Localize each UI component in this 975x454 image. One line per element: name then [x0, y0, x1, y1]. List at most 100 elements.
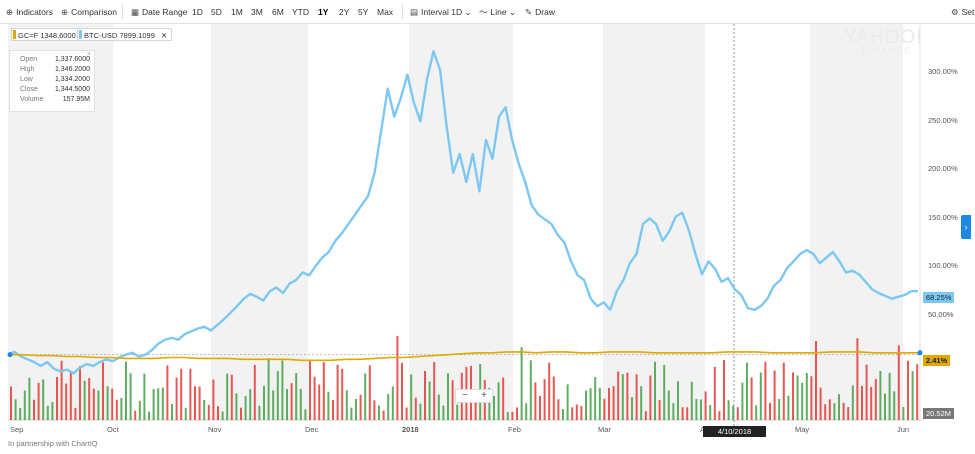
volume-bar [704, 391, 707, 420]
volume-bar [888, 372, 891, 420]
gold-gcf-series-line [8, 351, 918, 362]
volume-bar [382, 410, 385, 420]
volume-bar [226, 373, 229, 420]
ohlc-row-high: High 1,346.2000 [20, 66, 90, 73]
volume-bar [589, 388, 592, 420]
volume-bar [612, 386, 615, 420]
volume-bar [345, 390, 348, 420]
ohlc-row-open: Open 1,337.6000 [20, 56, 90, 63]
indicators-button[interactable]: ⊕ Indicators [6, 7, 53, 17]
volume-bar [833, 403, 836, 420]
x-tick-label: Nov [208, 425, 222, 434]
range-max-button[interactable]: Max [377, 7, 394, 17]
volume-bar [667, 390, 670, 420]
volume-bar [778, 399, 781, 420]
series-color-swatch [13, 30, 16, 39]
draw-button[interactable]: ✎ Draw [525, 7, 555, 17]
volume-bar [60, 360, 63, 420]
range-1d-button[interactable]: 1D [192, 7, 203, 17]
volume-bar [157, 388, 160, 420]
volume-bar [870, 386, 873, 420]
x-tick-label: May [795, 425, 810, 434]
volume-bar [746, 362, 748, 420]
scroll-right-button[interactable]: › [961, 215, 971, 239]
volume-last-value-badge: 20.52M [923, 408, 955, 419]
volume-bar [313, 376, 316, 420]
volume-bar [37, 382, 40, 420]
range-5d-button[interactable]: 5D [211, 7, 222, 17]
volume-bar [493, 395, 495, 420]
volume-bar [557, 399, 560, 420]
comparison-button[interactable]: ⊕ Comparison [61, 7, 117, 17]
volume-bar [111, 388, 114, 420]
volume-bar [56, 377, 58, 420]
crosshair-date-badge: 4/10/2018 [703, 426, 766, 437]
month-band [211, 24, 308, 420]
volume-bar [318, 384, 321, 420]
close-icon[interactable]: × [86, 51, 91, 58]
range-ytd-button[interactable]: YTD [292, 7, 309, 17]
volume-bar [79, 366, 81, 420]
range-2y-button[interactable]: 2Y [339, 7, 350, 17]
volume-bar [152, 389, 155, 420]
chart-area[interactable] [0, 24, 975, 454]
volume-bar [373, 400, 376, 420]
volume-bar [355, 398, 357, 420]
series-end-point [917, 350, 923, 356]
zoom-in-button[interactable]: + [481, 390, 487, 401]
volume-bar [603, 398, 606, 420]
series-chip-gc[interactable]: GC=F 1348.6000 [11, 28, 81, 41]
volume-bar [782, 362, 785, 420]
volume-bar [368, 365, 371, 420]
volume-bar [824, 404, 827, 420]
range-6m-button[interactable]: 6M [272, 7, 284, 17]
range-3m-button[interactable]: 3M [251, 7, 263, 17]
volume-bar [580, 406, 583, 420]
volume-bar [19, 407, 22, 420]
volume-bar [244, 396, 247, 420]
chevron-down-icon: ⌄ [464, 7, 472, 17]
volume-bar [14, 399, 17, 420]
volume-bar [272, 390, 275, 420]
volume-bar [364, 373, 367, 420]
volume-bar [428, 381, 431, 420]
volume-bar [621, 374, 624, 420]
volume-bar [847, 407, 850, 420]
volume-bar [134, 410, 137, 420]
volume-bar [240, 407, 242, 420]
volume-bar [792, 372, 794, 420]
volume-bar [51, 402, 54, 420]
volume-bar [267, 358, 270, 420]
zoom-controls: − + [455, 389, 493, 403]
volume-bar [562, 409, 564, 420]
range-1m-button[interactable]: 1M [231, 7, 243, 17]
volume-bar [649, 375, 652, 420]
date-range-button[interactable]: ▦ Date Range [131, 7, 188, 17]
range-5y-button[interactable]: 5Y [358, 7, 369, 17]
volume-bar [700, 399, 702, 420]
plus-circle-icon: ⊕ [6, 7, 14, 17]
volume-bar [33, 399, 35, 420]
volume-bar [286, 389, 288, 420]
series-chip-btc[interactable]: BTC-USD 7899.1099 ✕ [77, 28, 173, 41]
volume-bar [336, 364, 339, 420]
x-tick-label: Feb [508, 425, 521, 434]
zoom-out-button[interactable]: − [462, 390, 468, 401]
volume-bar [709, 405, 712, 420]
volume-bar [143, 373, 146, 420]
ohlc-row-close: Close 1,344.5000 [20, 86, 90, 93]
volume-bar [281, 360, 284, 420]
x-tick-label: Jun [897, 425, 910, 434]
volume-bar [217, 406, 219, 420]
interval-button[interactable]: ▤ Interval 1D ⌄ [410, 7, 472, 17]
close-icon[interactable]: ✕ [160, 31, 168, 40]
line-type-button[interactable]: 〜 Line ⌄ [479, 7, 517, 17]
yahoo-finance-watermark-sub: FINANCE [862, 46, 913, 56]
partnership-footer: In partnership with ChartIQ [8, 439, 98, 448]
volume-bar [258, 405, 261, 420]
volume-bar [309, 360, 311, 420]
settings-button[interactable]: ⚙ Set [951, 7, 975, 17]
volume-bar [796, 375, 799, 420]
volume-bar [414, 397, 417, 420]
range-1y-button[interactable]: 1Y [318, 7, 329, 17]
